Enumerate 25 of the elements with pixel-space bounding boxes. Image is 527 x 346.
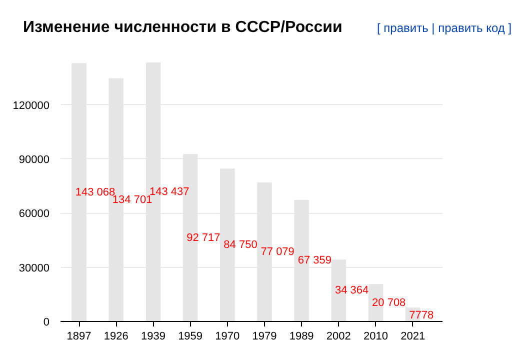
x-tick-label: 1979	[252, 330, 277, 342]
data-label: 143 437	[150, 186, 190, 198]
x-tick-label: 1926	[104, 330, 128, 342]
y-tick-label: 60000	[18, 208, 50, 220]
data-label: 7778	[409, 309, 434, 322]
y-tick-label: 120000	[12, 100, 50, 112]
data-label: 34 364	[334, 284, 369, 296]
x-tick-label: 1897	[66, 330, 92, 342]
x-tick-label: 1989	[289, 330, 314, 342]
x-tick-label: 1959	[178, 330, 203, 342]
y-tick-label: 30000	[18, 262, 50, 274]
y-tick-label: 0	[43, 316, 50, 328]
data-label: 77 079	[260, 246, 294, 258]
text: [ править | править код ]	[377, 20, 512, 37]
x-tick-label: 1970	[215, 330, 240, 342]
data-label: 67 359	[298, 254, 332, 267]
data-label: 92 717	[186, 232, 220, 244]
x-tick-label: 2002	[326, 330, 351, 342]
x-tick-label: 2010	[364, 330, 388, 342]
x-tick-label: 2021	[400, 330, 426, 342]
data-label: 20 708	[372, 296, 406, 309]
data-label: 84 750	[224, 238, 258, 251]
y-tick-label: 90000	[18, 154, 50, 166]
x-tick-label: 1939	[140, 330, 166, 342]
chart-title: Изменение численности в СССР/России	[23, 18, 342, 38]
